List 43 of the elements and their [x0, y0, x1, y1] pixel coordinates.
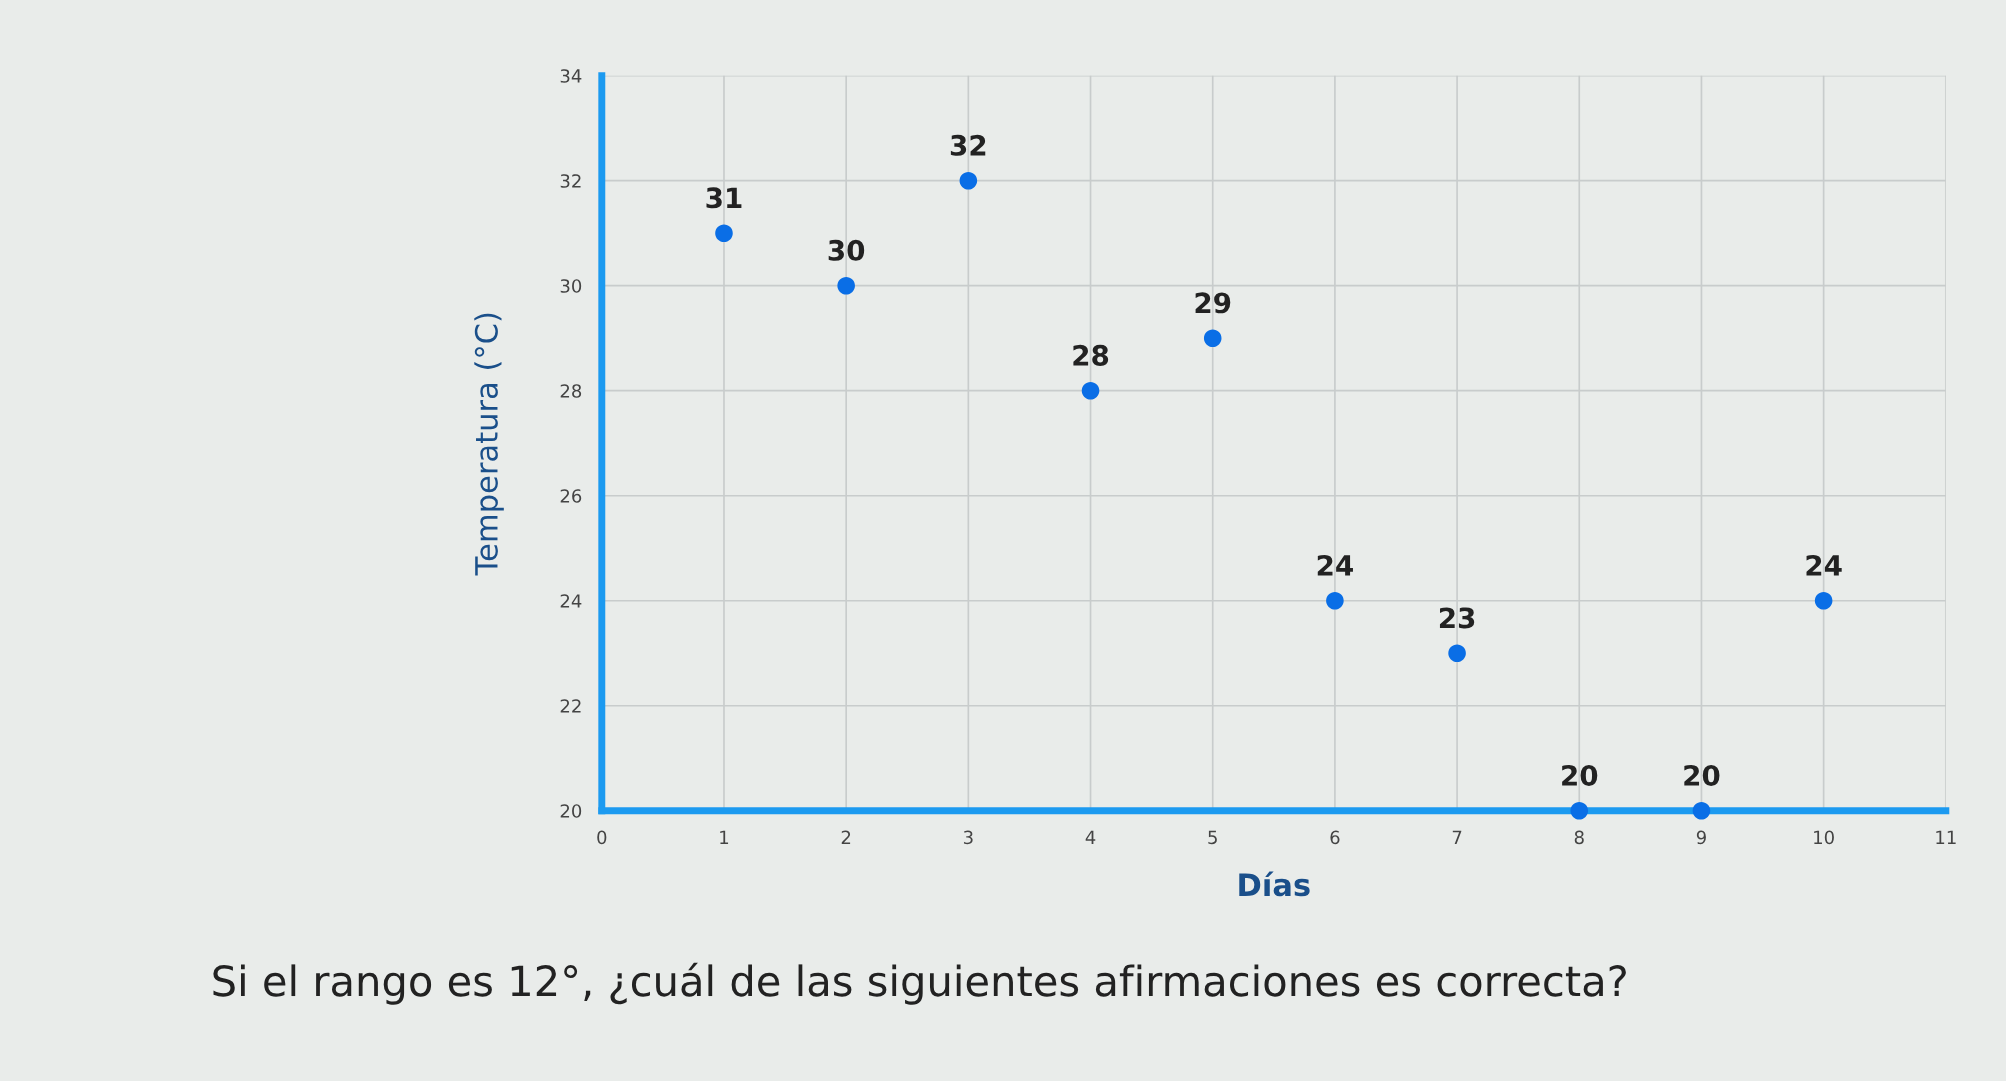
y-tick-label: 26: [560, 489, 582, 503]
y-axis-title: Temperatura (°C): [474, 313, 504, 576]
x-tick-label: 7: [1452, 830, 1462, 844]
y-tick-label: 24: [560, 594, 582, 608]
point: [1326, 591, 1344, 610]
data-label: 28: [1073, 344, 1109, 366]
point: [959, 171, 978, 190]
data-label: 24: [1806, 554, 1842, 576]
y-tick-label: 22: [560, 699, 581, 713]
x-tick-label: 3: [963, 830, 973, 845]
point: [715, 224, 733, 242]
y-tick-label: 34: [560, 69, 582, 83]
data-label: 20: [1562, 764, 1598, 786]
x-tick-label: 10: [1814, 830, 1834, 845]
text: Si el rango es 12°, ¿cuál de las siguientes afirmaciones es correcta?: [213, 962, 1626, 1005]
data-label: 32: [950, 134, 986, 156]
x-tick-label: 9: [1696, 830, 1706, 845]
x-tick-label: 8: [1574, 830, 1584, 845]
x-tick-label: 5: [1208, 830, 1217, 845]
y-tick-label: 28: [560, 384, 582, 398]
point: [1081, 381, 1100, 400]
data-label: 23: [1439, 607, 1475, 629]
x-tick-label: 0: [597, 830, 607, 845]
x-tick-label: 2: [841, 830, 851, 844]
x-tick-label: 4: [1085, 830, 1096, 844]
data-label: 30: [828, 239, 865, 261]
x-tick-label: 1: [720, 830, 729, 844]
point: [1692, 801, 1711, 820]
point: [1448, 644, 1466, 663]
y-tick-label: 20: [560, 804, 582, 818]
point: [1203, 329, 1222, 347]
point: [837, 276, 855, 295]
point: [1814, 591, 1833, 610]
x-tick-label: 6: [1330, 830, 1340, 845]
x-axis-title: Días: [1239, 871, 1310, 897]
data-label: 29: [1195, 292, 1231, 314]
data-label: 24: [1317, 554, 1353, 576]
y-tick-label: 32: [560, 174, 581, 188]
data-label: 20: [1684, 764, 1720, 786]
y-tick-label: 30: [560, 279, 582, 293]
x-tick-label: 11: [1936, 830, 1956, 844]
data-label: 31: [706, 187, 742, 209]
point: [1570, 801, 1589, 820]
